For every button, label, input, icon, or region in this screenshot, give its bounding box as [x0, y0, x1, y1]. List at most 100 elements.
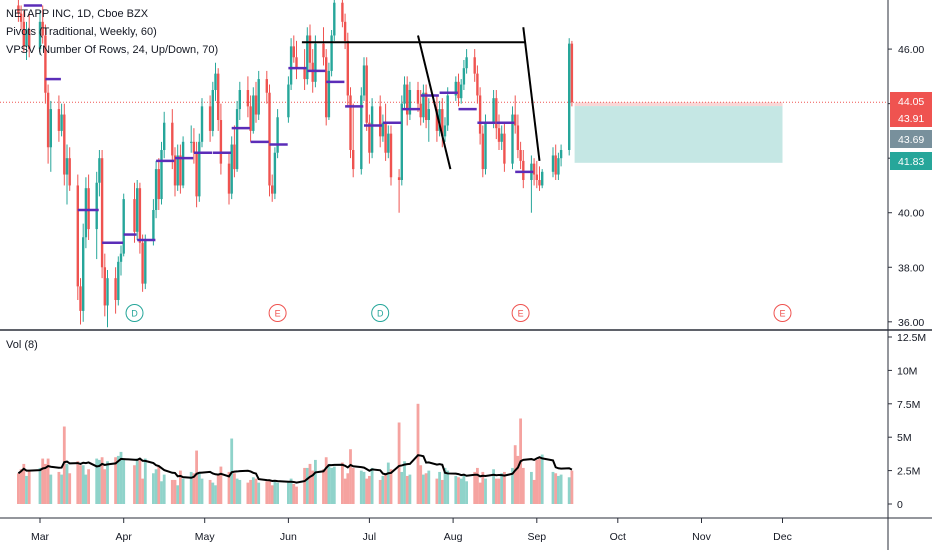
volume-bar — [38, 467, 42, 504]
candle-body — [333, 2, 336, 36]
candle-body — [400, 103, 403, 180]
candle-body — [522, 160, 525, 180]
volume-bar — [308, 463, 312, 504]
candle-body — [349, 95, 352, 150]
volume-bar — [192, 473, 196, 504]
volume-bar — [327, 463, 331, 504]
candle-body — [551, 155, 555, 172]
volume-bar — [60, 474, 63, 504]
volume-bar — [330, 467, 333, 504]
candle-body — [265, 79, 268, 93]
candle-body — [95, 182, 98, 230]
dividend-event-marker[interactable]: D — [371, 304, 390, 322]
pivots-legend[interactable]: Pivots (Traditional, Weekly, 60) — [6, 26, 157, 38]
candle-body — [63, 114, 66, 175]
volume-bar — [79, 465, 82, 504]
candle-body — [397, 177, 401, 180]
volume-legend[interactable]: Vol (8) — [6, 339, 38, 351]
volume-bar — [540, 454, 544, 504]
candle-body — [568, 43, 571, 150]
volume-bar — [122, 459, 126, 504]
vpsv-legend[interactable]: VPSV (Number Of Rows, 24, Up/Down, 70) — [6, 44, 219, 56]
candle-body — [379, 106, 382, 137]
volume-bar — [49, 474, 53, 504]
volume-bar — [424, 473, 428, 504]
dividend-event-label: D — [377, 309, 384, 319]
candle-body — [200, 106, 204, 142]
earnings-event-marker[interactable]: E — [511, 304, 530, 322]
volume-bar — [386, 462, 390, 504]
candle-body — [306, 35, 309, 80]
candle-body — [570, 43, 574, 103]
volume-bar — [17, 473, 20, 504]
volume-bar — [359, 470, 363, 504]
volume-bar — [22, 463, 26, 504]
volume-bar — [143, 458, 147, 504]
volume-bar — [103, 469, 107, 504]
volume-bar — [116, 455, 120, 504]
candle-body — [276, 117, 279, 153]
volume-bar — [254, 478, 258, 504]
price-badge — [890, 109, 932, 127]
candle-body — [214, 73, 217, 90]
candle-body — [465, 57, 468, 69]
candle-body — [254, 95, 258, 115]
volume-bar — [322, 469, 325, 504]
volume-bar — [305, 467, 309, 504]
volume-bar — [454, 475, 458, 504]
candle-body — [41, 21, 44, 36]
candle-body — [46, 92, 50, 148]
dividend-event-label: D — [131, 309, 138, 319]
volume-bar — [516, 455, 520, 504]
candle-body — [98, 158, 101, 183]
volume-bar — [98, 459, 101, 504]
candle-body — [289, 46, 293, 85]
volume-bar — [19, 469, 23, 504]
price-badge-label: 43.91 — [898, 113, 924, 125]
candle-body — [406, 84, 409, 115]
candle-body — [557, 158, 560, 175]
volume-bar — [216, 474, 220, 504]
earnings-event-marker[interactable]: E — [268, 304, 287, 322]
volume-bar — [341, 462, 344, 504]
volume-bar — [287, 482, 290, 504]
volume-bar — [419, 465, 423, 504]
candle-body — [514, 114, 517, 126]
volume-bar — [170, 479, 174, 504]
earnings-event-marker[interactable]: E — [773, 304, 792, 322]
volume-bar — [141, 478, 144, 504]
symbol-legend[interactable]: NETAPP INC, 1D, Cboe BZX — [6, 8, 149, 20]
candle-body — [152, 210, 155, 240]
dividend-event-marker[interactable]: D — [125, 304, 144, 322]
volume-bar — [494, 478, 498, 504]
candle-body — [173, 155, 177, 186]
volume-bar — [257, 482, 261, 504]
volume-bar — [311, 470, 315, 504]
candle-body — [330, 35, 333, 71]
candle-body — [497, 128, 501, 142]
candle-body — [419, 103, 422, 118]
candle-body — [252, 95, 255, 131]
candle-body — [443, 125, 447, 137]
candle-body — [219, 120, 223, 164]
candle-body — [427, 109, 430, 120]
volume-tick-label: 0 — [897, 499, 903, 511]
volume-bar — [235, 478, 239, 504]
volume-bar — [176, 485, 180, 504]
volume-bar — [106, 461, 109, 504]
candle-body — [235, 109, 239, 170]
candle-body — [19, 13, 23, 22]
candle-body — [181, 141, 185, 186]
candle-body — [492, 98, 495, 123]
earnings-event-circle — [511, 304, 530, 322]
price-badge-label: 43.69 — [898, 134, 924, 146]
volume-bar — [265, 481, 269, 504]
candle-body — [79, 286, 82, 311]
candle-body — [227, 163, 231, 194]
candle-body — [179, 155, 182, 186]
candle-body — [38, 21, 42, 50]
volume-bar — [462, 474, 466, 504]
price-badge — [890, 152, 932, 170]
candle-body — [208, 106, 212, 131]
